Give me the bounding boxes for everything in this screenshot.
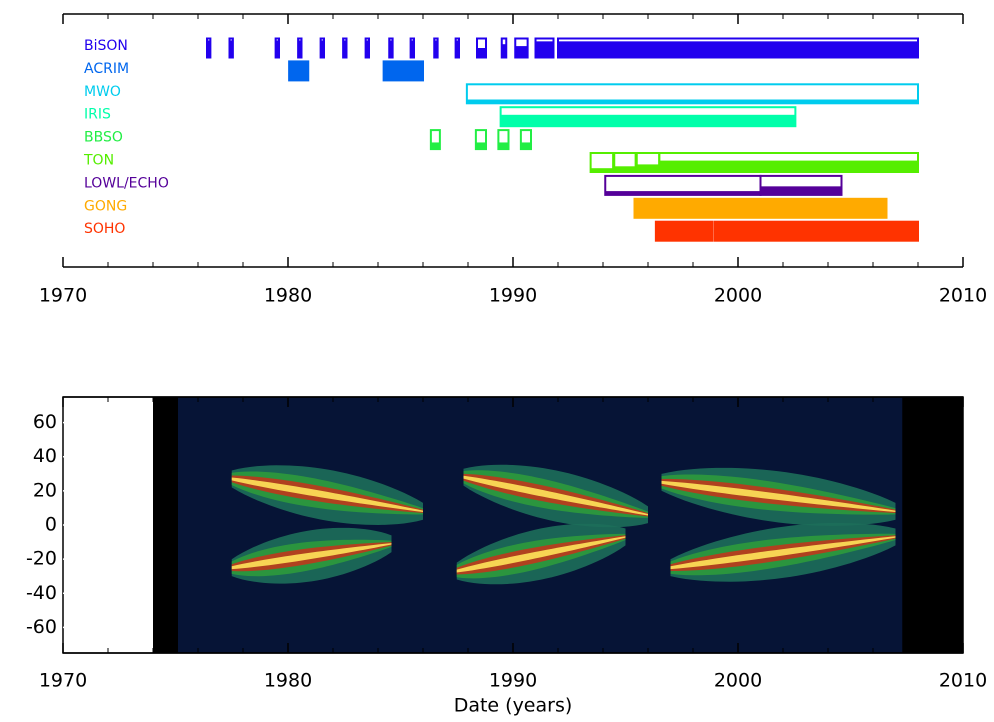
interval-fill: [636, 164, 660, 172]
interval-fill: [475, 142, 486, 150]
interval-fill: [520, 142, 531, 150]
interval-fill: [275, 40, 279, 58]
x-tick-label: 1980: [264, 670, 312, 692]
interval-fill: [383, 61, 423, 81]
interval-outline: [519, 129, 532, 151]
x-tick-label: 1990: [489, 285, 537, 307]
wing: [670, 536, 896, 570]
interval-fill: [558, 41, 918, 58]
legend-label: BiSON: [84, 38, 128, 54]
y-tick-label: -40: [26, 582, 57, 604]
x-tick-label: 1970: [39, 670, 87, 692]
interval-outline: [429, 129, 441, 151]
x-tick-label: 2000: [714, 285, 762, 307]
interval-fill: [320, 40, 324, 58]
legend-label: BBSO: [84, 130, 123, 146]
wing: [456, 536, 626, 573]
wing: [231, 543, 392, 570]
legend-label: SOHO: [84, 221, 125, 237]
interval-fill: [655, 221, 713, 241]
interval-fill: [343, 40, 347, 58]
interval-outline: [497, 129, 510, 151]
interval-fill: [590, 168, 614, 172]
y-tick-label: 0: [45, 514, 57, 536]
interval-fill: [365, 40, 369, 58]
legend-label: ACRIM: [84, 61, 129, 77]
interval-fill: [430, 142, 440, 150]
legend-label: LOWL/ECHO: [84, 175, 169, 191]
y-tick-label: 60: [33, 411, 57, 433]
interval-fill: [229, 40, 233, 58]
y-tick-label: 40: [33, 445, 57, 467]
interval-outline: [474, 129, 487, 151]
legend-label: IRIS: [84, 107, 111, 123]
y-tick-label: -60: [26, 616, 57, 638]
x-axis-label: Date (years): [454, 695, 573, 717]
x-tick-label: 1980: [264, 285, 312, 307]
interval-fill: [477, 48, 486, 58]
data-coverage: [178, 397, 903, 653]
interval-fill: [500, 114, 796, 127]
y-tick-label: -20: [26, 548, 57, 570]
interval-fill: [605, 191, 761, 195]
interval-fill: [389, 40, 393, 58]
interval-fill: [760, 186, 842, 195]
interval-fill: [535, 41, 554, 58]
y-tick-label: 20: [33, 479, 57, 501]
interval-fill: [614, 166, 636, 172]
interval-fill: [714, 221, 918, 241]
no-data: [63, 397, 153, 653]
interval-fill: [410, 40, 414, 58]
x-tick-label: 1990: [489, 670, 537, 692]
wing: [231, 477, 423, 513]
interval-fill: [207, 40, 211, 58]
interval-fill: [501, 44, 507, 58]
interval-fill: [659, 160, 918, 172]
x-tick-label: 2000: [714, 670, 762, 692]
interval-fill: [515, 46, 528, 58]
interval-fill: [498, 142, 509, 150]
interval-fill: [634, 198, 887, 218]
x-tick-label: 2010: [939, 670, 987, 692]
wing: [463, 475, 648, 516]
interval-fill: [466, 99, 918, 104]
x-tick-label: 2010: [939, 285, 987, 307]
wing: [661, 480, 896, 513]
legend-label: GONG: [84, 198, 127, 214]
legend-label: MWO: [84, 84, 121, 100]
legend-label: TON: [83, 153, 114, 169]
interval-fill: [289, 61, 309, 81]
interval-fill: [298, 40, 302, 58]
interval-fill: [434, 40, 438, 58]
interval-fill: [455, 40, 459, 58]
x-tick-label: 1970: [39, 285, 87, 307]
